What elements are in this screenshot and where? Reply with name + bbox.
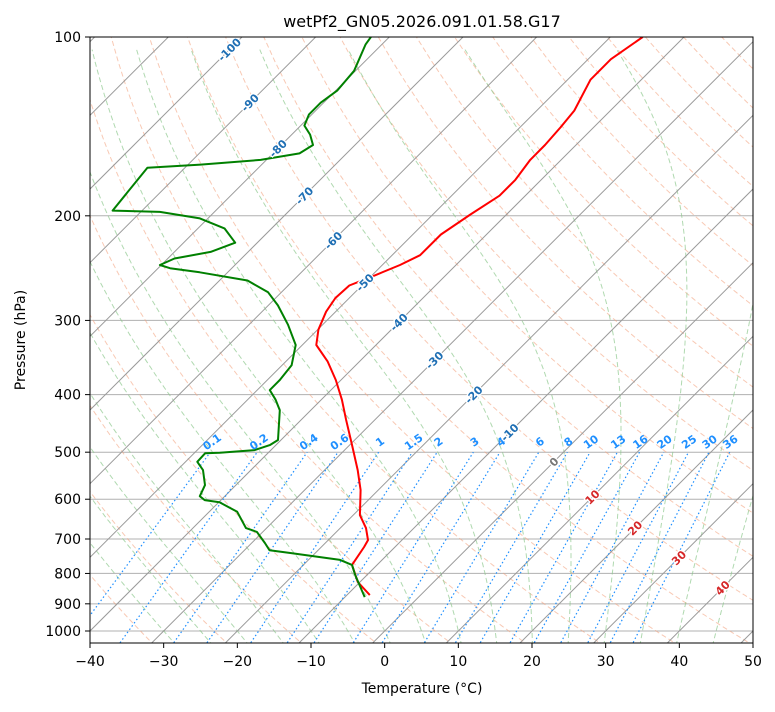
plot-frame — [90, 37, 753, 643]
moist-adiabat — [0, 50, 213, 646]
moist-adiabat — [0, 50, 250, 646]
isotherm-label: -90 — [239, 91, 262, 114]
x-tick-label: 30 — [597, 654, 615, 670]
temperature-profile — [316, 37, 642, 595]
x-tick-label: −10 — [296, 654, 326, 670]
isotherm-label: -100 — [215, 35, 244, 64]
mixing-ratio-line — [422, 452, 538, 646]
dry-adiabat — [0, 37, 305, 646]
dry-adiabat — [416, 37, 775, 646]
isotherm-line — [517, 24, 775, 646]
dry-adiabat — [645, 37, 775, 646]
mixing-ratio-line — [312, 452, 437, 646]
moist-adiabat — [55, 50, 392, 646]
x-tick-label: 0 — [380, 654, 389, 670]
background-lines — [0, 24, 775, 646]
dry-adiabat — [188, 37, 755, 646]
mixing-ratio-label: 20 — [655, 432, 675, 452]
dry-adiabat — [378, 37, 775, 646]
mixing-ratio-label: 1 — [373, 435, 387, 450]
y-tick-label: 700 — [54, 532, 81, 548]
mixing-ratio-label: 36 — [720, 432, 740, 452]
x-tick-label: −20 — [223, 654, 253, 670]
mixing-ratio-label: 13 — [608, 432, 628, 451]
isotherm-line — [738, 24, 775, 646]
y-tick-label: 800 — [54, 566, 81, 582]
y-tick-label: 300 — [54, 313, 81, 329]
x-tick-label: 40 — [670, 654, 688, 670]
moist-adiabat — [0, 50, 321, 646]
dry-adiabat — [340, 37, 775, 646]
series-group — [113, 37, 643, 597]
dry-adiabat — [35, 37, 455, 646]
mixing-ratio-line — [559, 452, 664, 646]
y-tick-label: 100 — [54, 30, 81, 46]
x-tick-label: 10 — [449, 654, 467, 670]
isotherm-line — [75, 24, 697, 646]
dry-adiabat — [0, 37, 230, 646]
mixing-ratio-label: 6 — [533, 434, 547, 449]
x-axis-label: Temperature (°C) — [361, 681, 483, 697]
mixing-ratio-line — [454, 452, 568, 646]
y-tick-label: 200 — [54, 209, 81, 225]
y-tick-label: 1000 — [45, 624, 81, 640]
mixing-ratio-label: 0.4 — [297, 431, 321, 453]
isotherm-line — [0, 24, 255, 646]
x-tick-label: 20 — [523, 654, 541, 670]
y-tick-label: 600 — [54, 492, 81, 508]
dry-adiabat — [531, 37, 775, 646]
moist-adiabat — [676, 50, 775, 646]
dry-adiabat — [0, 37, 380, 646]
moist-adiabat — [92, 50, 427, 646]
isotherm-label: 10 — [583, 487, 603, 507]
mixing-ratio-line — [67, 452, 210, 646]
isotherm-line — [222, 24, 775, 646]
moist-adiabat — [191, 50, 497, 646]
moist-adiabat — [23, 50, 357, 646]
mixing-ratio-line — [351, 452, 473, 646]
isotherm-line — [370, 24, 775, 646]
moist-adiabat — [260, 50, 533, 646]
mixing-ratio-label: 25 — [679, 432, 699, 451]
mixing-ratio-label: 2 — [432, 435, 446, 450]
moist-adiabat — [0, 50, 285, 646]
x-tick-label: −40 — [75, 654, 105, 670]
mixing-ratio-label: 0.1 — [201, 431, 224, 453]
y-tick-label: 400 — [54, 388, 81, 404]
dry-adiabat — [760, 37, 775, 646]
dry-adiabat — [684, 37, 775, 646]
x-tick-label: −30 — [149, 654, 179, 670]
dewpoint-profile — [113, 37, 371, 597]
mixing-ratio-label: 10 — [581, 432, 601, 452]
x-tick-label: 50 — [744, 654, 762, 670]
y-tick-label: 900 — [54, 597, 81, 613]
mixing-ratio-label: 16 — [630, 432, 650, 452]
isotherm-line — [443, 24, 775, 646]
isotherm-line — [1, 24, 623, 646]
isotherm-line — [296, 24, 775, 646]
y-axis-label: Pressure (hPa) — [13, 290, 29, 390]
y-tick-label: 500 — [54, 445, 81, 461]
chart-title: wetPf2_GN05.2026.091.01.58.G17 — [283, 12, 561, 32]
mixing-ratio-label: 0.6 — [328, 431, 352, 453]
